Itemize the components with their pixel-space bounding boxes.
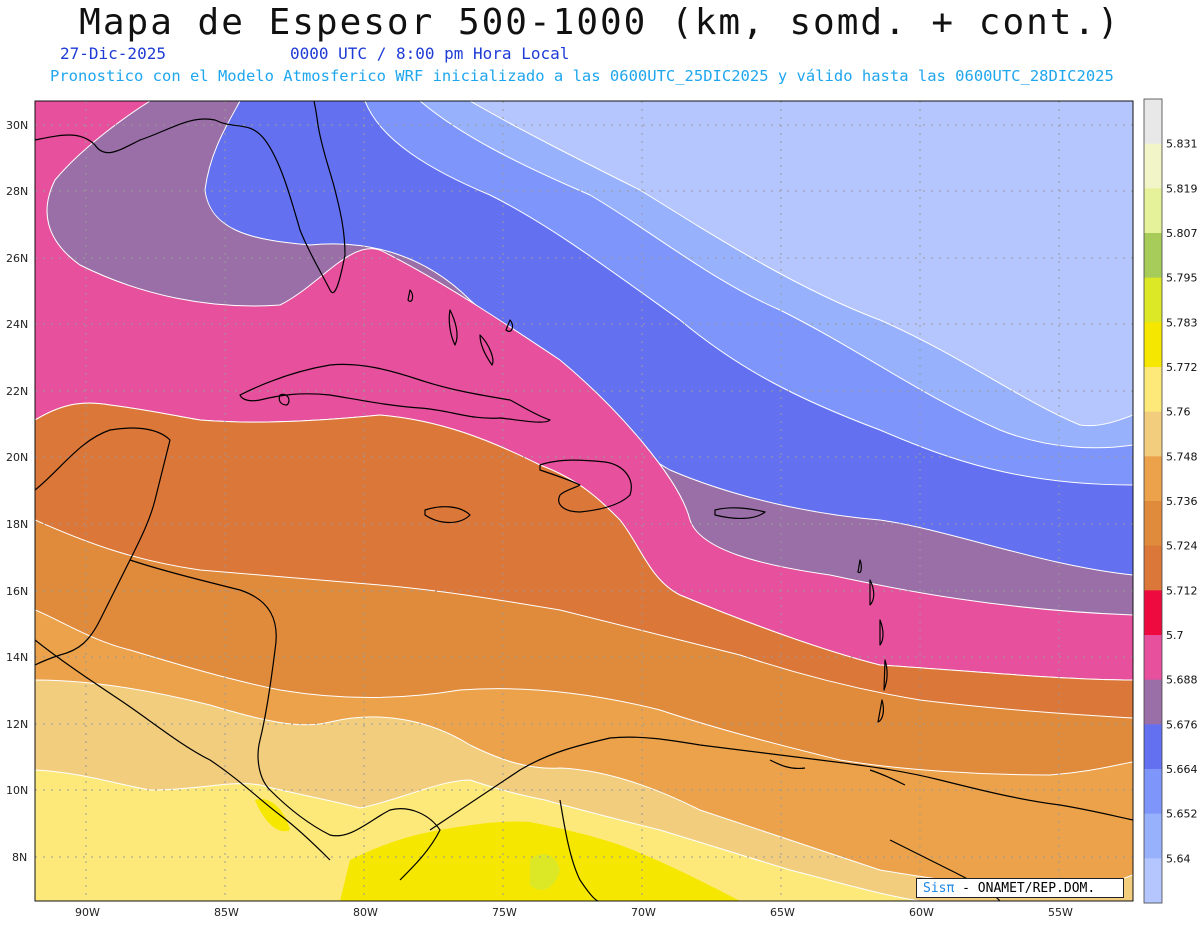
- lat-tick: 14N: [6, 651, 28, 664]
- colorbar-label: 5.736: [1166, 495, 1198, 508]
- map-area: [35, 101, 1133, 901]
- lon-tick: 70W: [631, 906, 656, 919]
- colorbar-swatch: [1144, 322, 1162, 368]
- map-frame: [34, 100, 1134, 902]
- colorbar-label: 5.783: [1166, 316, 1198, 329]
- band-5795: [530, 854, 560, 890]
- colorbar: 5.831 5.819 5.807 5.795 5.783 5.772 5.76 5.748 5…: [1143, 98, 1198, 904]
- credit-text: - ONAMET/REP.DOM.: [954, 881, 1096, 896]
- colorbar-label: 5.7: [1166, 629, 1184, 642]
- colorbar-swatch: [1144, 769, 1162, 815]
- lat-tick: 8N: [12, 851, 27, 864]
- lon-tick: 60W: [909, 906, 934, 919]
- lat-labels: 30N 28N 26N 24N 22N 20N 18N 16N 14N 12N …: [6, 119, 28, 864]
- lat-tick: 12N: [6, 718, 28, 731]
- lon-tick: 65W: [770, 906, 795, 919]
- colorbar-label: 5.807: [1166, 227, 1198, 240]
- lat-tick: 16N: [6, 585, 28, 598]
- colorbar-swatch: [1144, 724, 1162, 770]
- colorbar-label: 5.831: [1166, 138, 1198, 151]
- colorbar-label: 5.64: [1166, 852, 1191, 865]
- colorbar-label: 5.712: [1166, 584, 1198, 597]
- lat-tick: 18N: [6, 518, 28, 531]
- colorbar-label: 5.748: [1166, 450, 1198, 463]
- colorbar-swatch: [1144, 545, 1162, 591]
- colorbar-swatch: [1144, 501, 1162, 547]
- colorbar-frame: [1143, 98, 1163, 904]
- colorbar-swatch: [1144, 635, 1162, 681]
- lat-tick: 20N: [6, 451, 28, 464]
- sis-logo-text: Sisπ: [923, 881, 955, 896]
- lat-tick: 30N: [6, 119, 28, 132]
- lon-tick: 85W: [214, 906, 239, 919]
- lon-tick: 55W: [1048, 906, 1073, 919]
- colorbar-label: 5.724: [1166, 540, 1198, 553]
- graticule: [35, 101, 1133, 901]
- colorbar-swatch: [1144, 233, 1162, 279]
- colorbar-swatch: [1144, 411, 1162, 457]
- colorbar-label: 5.819: [1166, 182, 1198, 195]
- colorbar-swatch: [1144, 367, 1162, 413]
- lat-tick: 22N: [6, 385, 28, 398]
- lat-tick: 24N: [6, 318, 28, 331]
- forecast-time: 0000 UTC / 8:00 pm Hora Local: [290, 44, 570, 63]
- lat-tick: 28N: [6, 185, 28, 198]
- colorbar-swatch: [1144, 188, 1162, 234]
- lat-tick: 26N: [6, 252, 28, 265]
- colorbar-swatch: [1144, 813, 1162, 859]
- colorbar-label: 5.795: [1166, 272, 1198, 285]
- colorbar-label: 5.76: [1166, 406, 1191, 419]
- colorbar-swatch: [1144, 590, 1162, 636]
- colorbar-label: 5.676: [1166, 718, 1198, 731]
- colorbar-label: 5.664: [1166, 763, 1198, 776]
- colorbar-label: 5.688: [1166, 674, 1198, 687]
- lon-labels: 90W 85W 80W 75W 70W 65W 60W 55W: [75, 906, 1073, 919]
- forecast-date: 27-Dic-2025: [60, 44, 166, 63]
- colorbar-swatch: [1144, 679, 1162, 725]
- colorbar-swatch: [1144, 143, 1162, 189]
- lon-tick: 75W: [492, 906, 517, 919]
- forecast-info: Pronostico con el Modelo Atmosferico WRF…: [50, 67, 1114, 85]
- colorbar-swatch: [1144, 277, 1162, 323]
- colorbar-label: 5.652: [1166, 808, 1198, 821]
- credit-box: Sisπ - ONAMET/REP.DOM.: [916, 878, 1124, 898]
- colorbar-swatch: [1144, 99, 1162, 145]
- lat-tick: 10N: [6, 784, 28, 797]
- colorbar-swatch: [1144, 456, 1162, 502]
- map-title: Mapa de Espesor 500-1000 (km, somd. + co…: [79, 2, 1121, 43]
- lon-tick: 80W: [353, 906, 378, 919]
- colorbar-swatch: [1144, 858, 1162, 904]
- lon-tick: 90W: [75, 906, 100, 919]
- colorbar-label: 5.772: [1166, 361, 1198, 374]
